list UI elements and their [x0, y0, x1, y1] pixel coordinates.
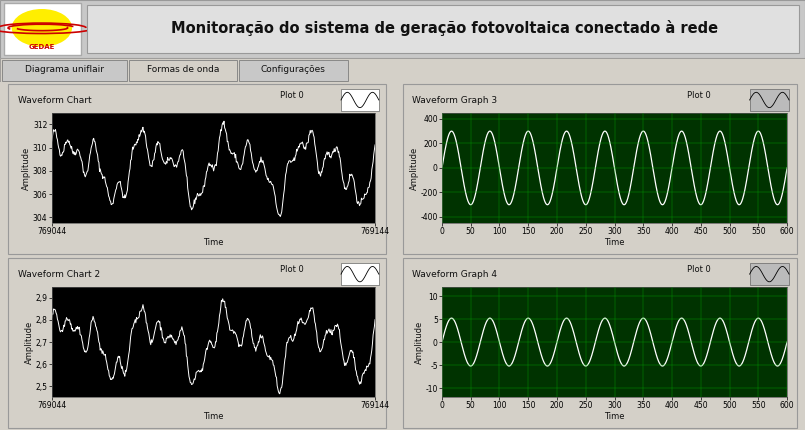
FancyBboxPatch shape — [0, 58, 805, 82]
FancyBboxPatch shape — [129, 61, 237, 80]
X-axis label: Time: Time — [203, 412, 224, 421]
FancyBboxPatch shape — [402, 258, 797, 428]
X-axis label: Time: Time — [605, 238, 625, 247]
Text: Formas de onda: Formas de onda — [147, 65, 219, 74]
Text: Plot 0: Plot 0 — [687, 91, 710, 100]
FancyBboxPatch shape — [0, 0, 805, 58]
Y-axis label: Amplitude: Amplitude — [410, 146, 419, 190]
Ellipse shape — [12, 9, 72, 47]
FancyBboxPatch shape — [749, 89, 789, 111]
FancyBboxPatch shape — [239, 61, 348, 80]
FancyBboxPatch shape — [341, 89, 379, 111]
Y-axis label: Amplitude: Amplitude — [23, 146, 31, 190]
Y-axis label: Amplitude: Amplitude — [25, 320, 34, 364]
Text: Plot 0: Plot 0 — [280, 91, 304, 100]
FancyBboxPatch shape — [4, 3, 80, 55]
FancyBboxPatch shape — [8, 258, 386, 428]
Text: GEDAE: GEDAE — [29, 44, 55, 50]
Text: Waveform Chart 2: Waveform Chart 2 — [18, 270, 100, 279]
FancyBboxPatch shape — [2, 61, 127, 80]
FancyBboxPatch shape — [87, 5, 799, 53]
FancyBboxPatch shape — [402, 84, 797, 254]
Text: Plot 0: Plot 0 — [687, 265, 710, 274]
FancyBboxPatch shape — [749, 263, 789, 285]
Y-axis label: Amplitude: Amplitude — [415, 320, 424, 364]
Text: Waveform Chart: Waveform Chart — [18, 96, 91, 105]
FancyBboxPatch shape — [341, 263, 379, 285]
Text: Configurações: Configurações — [261, 65, 326, 74]
Text: Plot 0: Plot 0 — [280, 265, 304, 274]
Text: Waveform Graph 4: Waveform Graph 4 — [412, 270, 497, 279]
Text: Diagrama uniflair: Diagrama uniflair — [25, 65, 105, 74]
Text: Waveform Graph 3: Waveform Graph 3 — [412, 96, 497, 105]
X-axis label: Time: Time — [203, 238, 224, 247]
FancyBboxPatch shape — [8, 84, 386, 254]
X-axis label: Time: Time — [605, 412, 625, 421]
Text: Monitoração do sistema de geração fotovoltaica conectado à rede: Monitoração do sistema de geração fotovo… — [171, 20, 718, 36]
